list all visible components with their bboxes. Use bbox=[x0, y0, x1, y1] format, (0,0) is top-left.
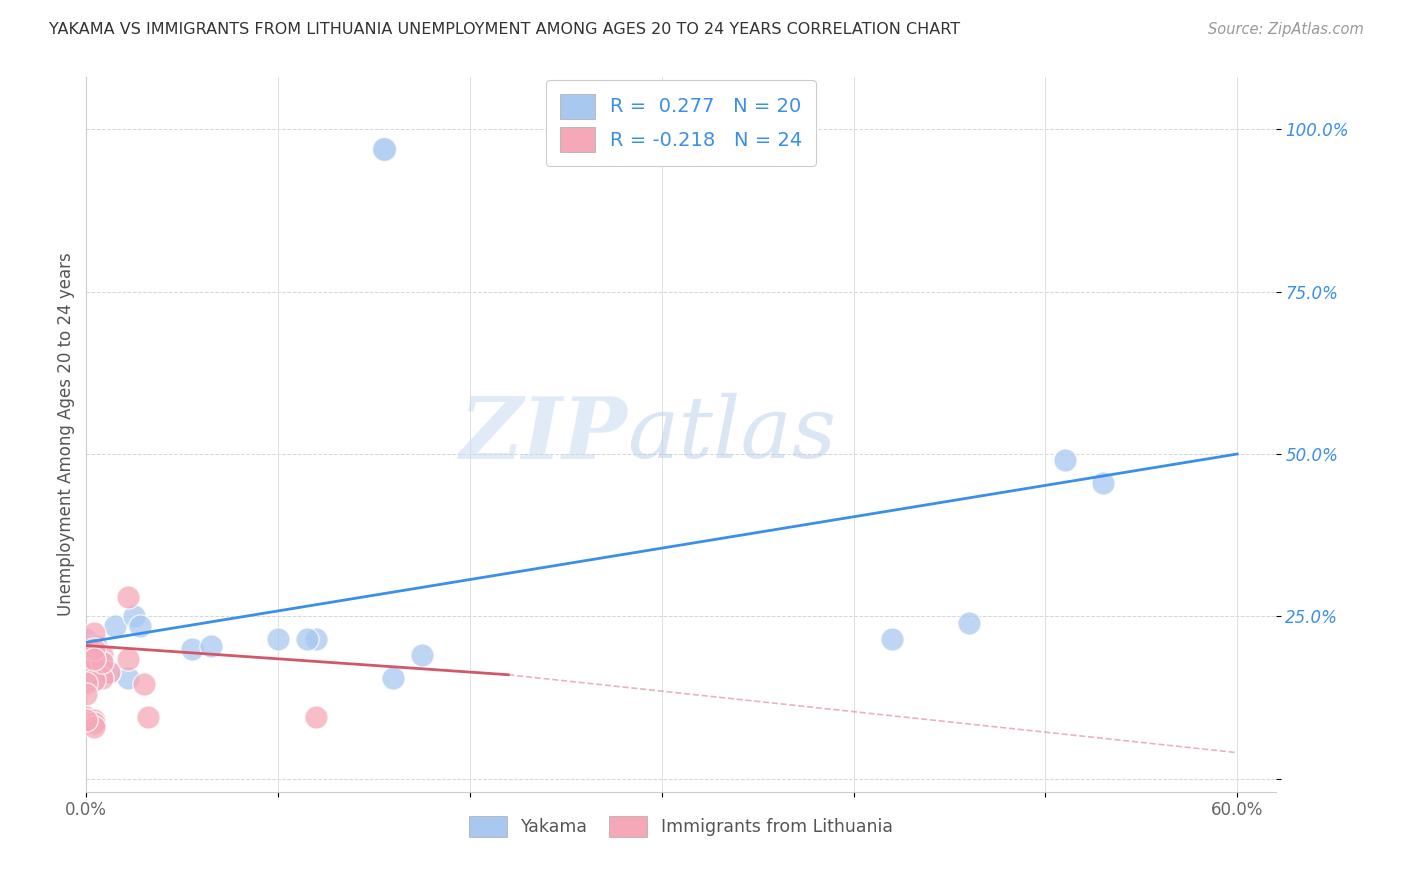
Point bbox=[180, 641, 202, 656]
Text: atlas: atlas bbox=[627, 393, 837, 475]
Point bbox=[117, 651, 139, 665]
Point bbox=[200, 639, 222, 653]
Point bbox=[75, 687, 97, 701]
Point bbox=[83, 720, 105, 734]
Point bbox=[1053, 453, 1076, 467]
Point bbox=[83, 625, 105, 640]
Text: ZIP: ZIP bbox=[460, 392, 627, 476]
Point bbox=[136, 710, 159, 724]
Point bbox=[305, 710, 328, 724]
Point bbox=[373, 142, 395, 156]
Point bbox=[83, 673, 105, 687]
Point bbox=[411, 648, 433, 663]
Point bbox=[75, 658, 97, 673]
Point bbox=[84, 639, 107, 653]
Point bbox=[98, 665, 121, 679]
Point bbox=[90, 655, 112, 669]
Point bbox=[295, 632, 318, 646]
Point bbox=[75, 645, 97, 659]
Point bbox=[117, 590, 139, 604]
Point bbox=[104, 619, 127, 633]
Point bbox=[83, 641, 105, 656]
Point bbox=[117, 671, 139, 685]
Point bbox=[98, 665, 121, 679]
Point bbox=[305, 632, 328, 646]
Point bbox=[75, 675, 97, 690]
Text: Source: ZipAtlas.com: Source: ZipAtlas.com bbox=[1208, 22, 1364, 37]
Y-axis label: Unemployment Among Ages 20 to 24 years: Unemployment Among Ages 20 to 24 years bbox=[58, 252, 75, 616]
Point bbox=[122, 609, 145, 624]
Point bbox=[382, 671, 405, 685]
Point bbox=[83, 651, 105, 665]
Point bbox=[75, 632, 97, 646]
Point bbox=[75, 713, 97, 727]
Point bbox=[1091, 476, 1114, 491]
Text: YAKAMA VS IMMIGRANTS FROM LITHUANIA UNEMPLOYMENT AMONG AGES 20 TO 24 YEARS CORRE: YAKAMA VS IMMIGRANTS FROM LITHUANIA UNEM… bbox=[49, 22, 960, 37]
Point bbox=[83, 713, 105, 727]
Point bbox=[880, 632, 903, 646]
Point bbox=[90, 648, 112, 663]
Point bbox=[90, 671, 112, 685]
Point bbox=[132, 677, 155, 691]
Point bbox=[83, 661, 105, 675]
Point bbox=[267, 632, 290, 646]
Point bbox=[129, 619, 152, 633]
Point bbox=[80, 665, 103, 679]
Point bbox=[90, 658, 112, 673]
Point bbox=[83, 651, 105, 665]
Point bbox=[83, 716, 105, 731]
Point bbox=[75, 710, 97, 724]
Legend: Yakama, Immigrants from Lithuania: Yakama, Immigrants from Lithuania bbox=[463, 808, 900, 844]
Point bbox=[957, 615, 980, 630]
